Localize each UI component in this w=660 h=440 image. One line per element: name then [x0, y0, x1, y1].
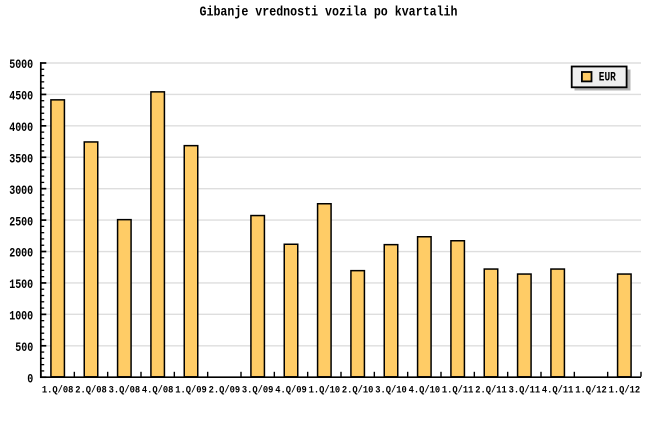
svg-text:2000: 2000: [9, 246, 33, 261]
svg-text:2.Q/08: 2.Q/08: [75, 385, 107, 397]
svg-text:3.Q/08: 3.Q/08: [109, 385, 141, 397]
svg-text:1500: 1500: [9, 277, 33, 292]
svg-text:3000: 3000: [9, 183, 33, 198]
svg-text:EUR: EUR: [599, 70, 616, 85]
svg-text:4000: 4000: [9, 120, 33, 135]
svg-text:1.Q/12: 1.Q/12: [575, 385, 607, 397]
svg-text:1.Q/09: 1.Q/09: [175, 385, 207, 397]
svg-text:2.Q/11: 2.Q/11: [475, 385, 507, 397]
svg-text:500: 500: [15, 340, 33, 355]
svg-text:1000: 1000: [9, 309, 33, 324]
svg-text:4.Q/08: 4.Q/08: [142, 385, 174, 397]
svg-text:4.Q/11: 4.Q/11: [542, 385, 574, 397]
svg-text:2500: 2500: [9, 214, 33, 229]
svg-text:4500: 4500: [9, 89, 33, 104]
svg-text:3.Q/10: 3.Q/10: [375, 385, 407, 397]
svg-text:3.Q/09: 3.Q/09: [242, 385, 274, 397]
svg-text:2.Q/10: 2.Q/10: [342, 385, 374, 397]
svg-text:5000: 5000: [9, 57, 33, 72]
svg-text:1.Q/12: 1.Q/12: [609, 385, 641, 397]
svg-text:3500: 3500: [9, 151, 33, 166]
svg-text:0: 0: [27, 371, 33, 386]
svg-text:1.Q/11: 1.Q/11: [442, 385, 474, 397]
svg-text:4.Q/10: 4.Q/10: [409, 385, 441, 397]
svg-text:4.Q/09: 4.Q/09: [275, 385, 307, 397]
svg-text:2.Q/09: 2.Q/09: [209, 385, 241, 397]
svg-text:3.Q/11: 3.Q/11: [509, 385, 541, 397]
svg-text:1.Q/08: 1.Q/08: [42, 385, 74, 397]
svg-text:1.Q/10: 1.Q/10: [309, 385, 341, 397]
svg-text:Gibanje vrednosti vozila po kv: Gibanje vrednosti vozila po kvartalih: [200, 5, 458, 21]
